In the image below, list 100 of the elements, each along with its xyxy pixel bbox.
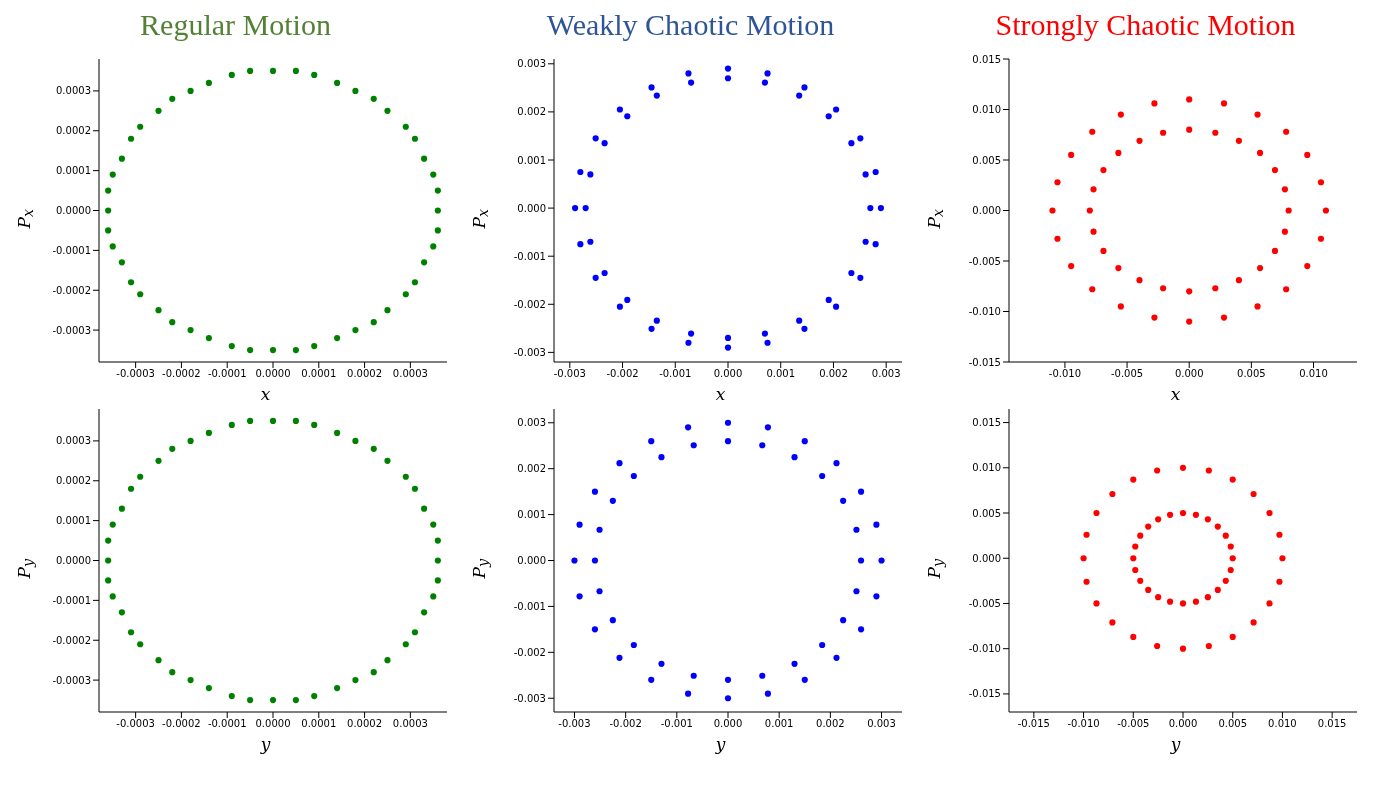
y-tick-label: -0.0001	[52, 594, 91, 606]
point	[228, 342, 235, 350]
point	[1266, 600, 1273, 607]
x-tick-label: 0.0000	[255, 368, 291, 380]
point	[1179, 509, 1186, 517]
point	[370, 445, 377, 452]
point	[402, 291, 409, 298]
point	[352, 437, 359, 444]
y-tick-label: -0.015	[968, 356, 1001, 368]
x-tick-label: -0.001	[660, 718, 693, 730]
point	[292, 696, 299, 704]
point	[724, 334, 731, 342]
point	[648, 325, 655, 332]
point	[269, 346, 276, 354]
point	[1227, 566, 1234, 574]
point	[104, 187, 111, 194]
y-tick-label: -0.0002	[52, 284, 91, 296]
point	[801, 438, 808, 445]
point	[1266, 509, 1273, 517]
point	[429, 521, 437, 528]
point	[724, 676, 731, 683]
x-tick-label: 0.005	[1236, 368, 1266, 380]
point	[434, 557, 441, 564]
point	[1317, 235, 1324, 242]
point	[1054, 179, 1061, 186]
point	[402, 473, 409, 480]
point	[269, 696, 276, 704]
point	[1166, 598, 1173, 605]
x-tick-label: -0.005	[1116, 718, 1150, 730]
point	[1211, 129, 1219, 136]
point	[333, 79, 340, 86]
point	[839, 497, 846, 504]
point	[687, 330, 694, 337]
point	[1151, 100, 1158, 107]
point	[1154, 516, 1161, 523]
point	[1229, 555, 1236, 562]
point	[758, 442, 766, 449]
point	[118, 609, 125, 616]
point	[866, 205, 874, 212]
point	[246, 696, 253, 704]
y-tick-label: 0.010	[972, 462, 1001, 474]
point	[690, 672, 697, 679]
x-tick-label: -0.010	[1067, 718, 1100, 730]
point	[384, 657, 391, 664]
point	[1220, 100, 1227, 107]
point	[127, 629, 134, 636]
x-tick-label: 0.002	[818, 368, 848, 380]
point	[648, 84, 655, 91]
point	[104, 207, 111, 214]
point	[764, 690, 771, 697]
x-tick-label: -0.010	[1048, 368, 1081, 380]
x-tick-label: 0.003	[871, 368, 901, 380]
point	[1192, 598, 1199, 605]
point	[1159, 129, 1166, 136]
point	[1303, 151, 1311, 159]
point	[687, 79, 694, 86]
x-tick-label: 0.000	[713, 718, 743, 730]
y-tick-label: -0.002	[513, 646, 546, 658]
point	[1282, 286, 1289, 293]
point	[576, 521, 583, 528]
point	[333, 335, 340, 342]
x-axis-title: y	[1170, 734, 1181, 754]
point	[136, 123, 143, 130]
point	[832, 303, 839, 310]
point	[591, 626, 598, 633]
point	[616, 654, 623, 661]
point	[862, 171, 869, 178]
point	[1151, 314, 1158, 321]
point	[118, 505, 125, 512]
point	[724, 344, 731, 351]
point	[411, 135, 418, 142]
y-tick-label: -0.0003	[52, 324, 91, 336]
point	[1254, 303, 1261, 310]
point	[878, 557, 885, 564]
point	[1185, 288, 1192, 295]
x-tick-label: -0.0003	[116, 368, 155, 380]
point	[1129, 476, 1137, 483]
point	[795, 92, 802, 99]
x-tick-label: -0.0001	[207, 718, 247, 730]
point	[434, 227, 441, 234]
point	[1222, 577, 1229, 584]
y-tick-label: 0.002	[517, 463, 546, 475]
point	[155, 457, 162, 464]
y-tick-label: 0.015	[972, 53, 1001, 65]
y-tick-label: 0.000	[972, 552, 1001, 564]
point	[1100, 247, 1107, 254]
point	[825, 296, 832, 304]
point	[761, 330, 768, 337]
y-tick-label: -0.001	[513, 600, 546, 612]
point	[1179, 600, 1186, 607]
y-tick-label: 0.0002	[55, 475, 91, 487]
point	[168, 669, 176, 676]
point	[839, 617, 846, 624]
point	[420, 609, 427, 616]
point	[601, 140, 608, 147]
point	[764, 339, 771, 346]
point	[609, 617, 616, 624]
point	[801, 325, 808, 332]
point	[205, 685, 212, 692]
point	[1144, 523, 1151, 530]
